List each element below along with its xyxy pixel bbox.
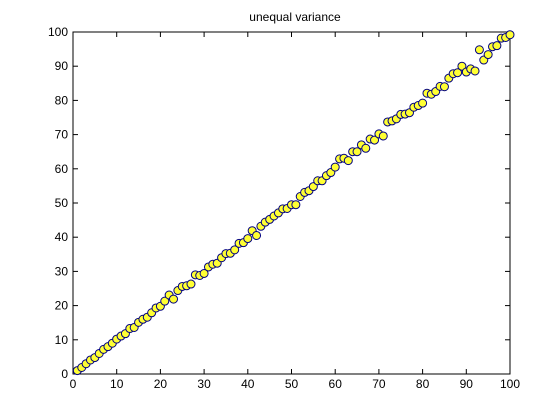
x-tick-label: 70: [372, 377, 386, 391]
points-layer: [72, 30, 515, 376]
data-point: [169, 294, 179, 304]
ticks-layer: 0 10 20 30 40 50 60 70 80 90 100 0 10 20 30 40 50 60 70 80 9…: [48, 25, 520, 391]
y-tick-label: 70: [55, 128, 69, 142]
y-tick-label: 10: [55, 333, 69, 347]
data-point: [291, 200, 301, 210]
y-tick-label: 40: [55, 230, 69, 244]
data-point: [378, 131, 388, 141]
y-tick-label: 20: [55, 299, 69, 313]
y-tick-label: 0: [61, 367, 68, 381]
y-tick-label: 80: [55, 93, 69, 107]
data-point: [343, 156, 353, 166]
data-point: [474, 45, 484, 55]
data-point: [361, 143, 371, 153]
data-point: [505, 30, 515, 40]
chart-title: unequal variance: [249, 10, 341, 24]
x-tick-label: 10: [110, 377, 124, 391]
data-point: [160, 296, 170, 306]
x-tick-label: 20: [154, 377, 168, 391]
data-point: [370, 135, 380, 145]
x-tick-label: 90: [460, 377, 474, 391]
data-point: [230, 245, 240, 255]
y-tick-label: 30: [55, 264, 69, 278]
x-tick-label: 40: [241, 377, 255, 391]
data-point: [470, 66, 480, 76]
data-point: [418, 98, 428, 108]
x-tick-label: 80: [416, 377, 430, 391]
y-tick-label: 60: [55, 162, 69, 176]
y-tick-label: 90: [55, 59, 69, 73]
data-point: [453, 68, 463, 78]
x-tick-label: 100: [500, 377, 520, 391]
x-tick-label: 60: [329, 377, 343, 391]
x-tick-label: 0: [70, 377, 77, 391]
data-point: [439, 82, 449, 92]
data-point: [252, 230, 262, 240]
data-point: [352, 147, 362, 157]
x-tick-label: 50: [285, 377, 299, 391]
data-point: [186, 279, 196, 289]
y-tick-label: 100: [48, 25, 68, 39]
data-point: [492, 41, 502, 51]
x-tick-label: 30: [197, 377, 211, 391]
data-point: [330, 162, 340, 172]
data-point: [199, 268, 209, 278]
data-point: [483, 50, 493, 60]
y-tick-label: 50: [55, 196, 69, 210]
data-point: [243, 234, 253, 244]
